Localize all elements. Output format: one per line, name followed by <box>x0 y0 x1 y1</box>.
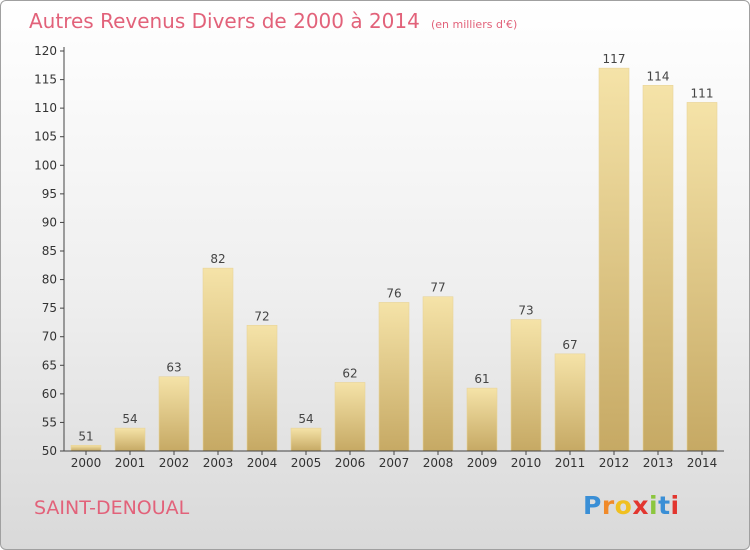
proxiti-logo: Proxiti <box>583 491 680 520</box>
bar <box>114 427 146 452</box>
value-label: 77 <box>430 281 445 295</box>
value-label: 51 <box>78 429 93 443</box>
value-label: 111 <box>691 86 714 100</box>
x-tick-label: 2010 <box>511 456 542 470</box>
bar <box>554 353 586 452</box>
y-tick-label: 75 <box>42 301 57 315</box>
y-tick-label: 90 <box>42 215 57 229</box>
bar <box>686 102 718 452</box>
x-tick-label: 2008 <box>423 456 454 470</box>
value-label: 54 <box>298 412 313 426</box>
bar <box>598 67 630 452</box>
y-tick-label: 60 <box>42 387 57 401</box>
x-tick-label: 2013 <box>643 456 674 470</box>
bar <box>378 302 410 452</box>
x-tick-label: 2007 <box>379 456 410 470</box>
x-tick-label: 2001 <box>115 456 146 470</box>
y-tick-label: 120 <box>34 44 57 58</box>
chart-title-text: Autres Revenus Divers de 2000 à 2014 <box>29 9 420 33</box>
y-tick-label: 85 <box>42 244 57 258</box>
bar <box>510 319 542 452</box>
axes-group: 50 55 60 65 70 75 80 85 90 95 100 105 110 115 120 2000 2… <box>34 44 724 470</box>
chart-title: Autres Revenus Divers de 2000 à 2014 (en… <box>29 9 517 33</box>
logo-letter: t <box>658 491 671 520</box>
y-tick-label: 95 <box>42 187 57 201</box>
x-tick-label: 2003 <box>203 456 234 470</box>
value-label: 62 <box>342 366 357 380</box>
logo-letter: i <box>649 491 659 520</box>
value-label: 63 <box>166 361 181 375</box>
y-tick-label: 70 <box>42 330 57 344</box>
logo-letter: i <box>670 491 680 520</box>
bars-group: 51 54 63 82 72 54 62 76 77 61 73 67 117 114 111 <box>70 52 718 452</box>
x-tick-label: 2006 <box>335 456 366 470</box>
value-label: 76 <box>386 286 401 300</box>
bar <box>202 267 234 452</box>
x-tick-label: 2011 <box>555 456 586 470</box>
logo-letter: o <box>614 491 633 520</box>
commune-name: SAINT-DENOUAL <box>34 497 190 519</box>
value-label: 61 <box>474 372 489 386</box>
bar <box>246 324 278 452</box>
value-label: 54 <box>122 412 137 426</box>
bar <box>466 387 498 452</box>
value-label: 67 <box>562 338 577 352</box>
bar <box>642 84 674 452</box>
x-tick-label: 2012 <box>599 456 630 470</box>
y-tick-label: 80 <box>42 273 57 287</box>
bar <box>334 382 366 452</box>
value-label: 117 <box>603 52 626 66</box>
logo-letter: x <box>632 491 649 520</box>
y-tick-label: 55 <box>42 415 57 429</box>
y-tick-label: 65 <box>42 358 57 372</box>
x-tick-label: 2005 <box>291 456 322 470</box>
logo-letter: r <box>601 491 615 520</box>
y-tick-label: 115 <box>34 73 57 87</box>
chart-subtitle: (en milliers d'€) <box>430 18 518 31</box>
logo-letter: P <box>583 491 602 520</box>
x-tick-label: 2009 <box>467 456 498 470</box>
x-tick-label: 2000 <box>71 456 102 470</box>
bar <box>70 444 102 452</box>
value-label: 82 <box>210 252 225 266</box>
y-tick-label: 105 <box>34 130 57 144</box>
x-tick-label: 2002 <box>159 456 190 470</box>
y-tick-label: 110 <box>34 101 57 115</box>
bar <box>422 296 454 452</box>
y-tick-label: 100 <box>34 158 57 172</box>
value-label: 73 <box>518 304 533 318</box>
bar <box>290 427 322 452</box>
y-tick-label: 50 <box>42 444 57 458</box>
value-label: 114 <box>647 69 670 83</box>
x-tick-label: 2014 <box>687 456 718 470</box>
value-label: 72 <box>254 309 269 323</box>
x-tick-label: 2004 <box>247 456 278 470</box>
bar <box>158 376 190 452</box>
